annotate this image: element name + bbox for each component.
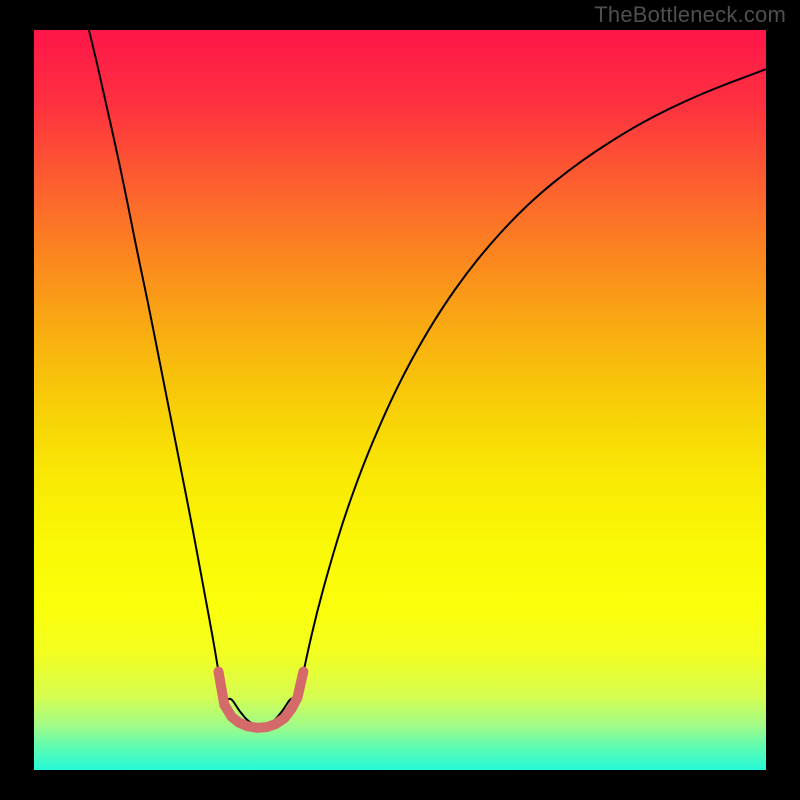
chart-frame: TheBottleneck.com (0, 0, 800, 800)
chart-svg (34, 30, 766, 770)
chart-plot-area (34, 30, 766, 770)
gradient-background (34, 30, 766, 770)
watermark-text: TheBottleneck.com (594, 2, 786, 28)
